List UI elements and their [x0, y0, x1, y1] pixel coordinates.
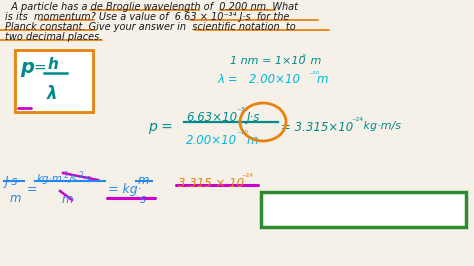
Text: ⁻³⁴: ⁻³⁴: [236, 107, 248, 116]
Text: ⁻²⁴: ⁻²⁴: [351, 117, 363, 126]
Text: = kg·: = kg·: [108, 183, 142, 196]
Text: Planck constant. Give your answer in  scientific notation  to: Planck constant. Give your answer in sci…: [5, 22, 296, 32]
Text: ⁻¹⁰: ⁻¹⁰: [308, 70, 319, 79]
Text: p: p: [20, 58, 34, 77]
Text: ⁻¹⁰: ⁻¹⁰: [236, 130, 248, 139]
Text: 3.32×10: 3.32×10: [270, 200, 342, 215]
Text: = 3.315×10: = 3.315×10: [281, 121, 353, 134]
Text: is its  momentum? Use a value of  6.63 × 10⁻³⁴ J·s  for the: is its momentum? Use a value of 6.63 × 1…: [5, 12, 289, 22]
Text: m: m: [10, 192, 21, 205]
Text: m: m: [138, 174, 149, 187]
Text: ⁻²⁴: ⁻²⁴: [241, 173, 253, 182]
Text: m: m: [317, 73, 328, 86]
Bar: [261, 192, 466, 227]
Text: =: =: [33, 60, 46, 75]
Text: p =: p =: [148, 120, 173, 134]
Text: 1 nm = 1×10: 1 nm = 1×10: [230, 56, 306, 66]
Text: 2.00×10: 2.00×10: [186, 134, 237, 147]
Text: two decimal places.: two decimal places.: [5, 32, 102, 42]
Text: A particle has a de Broglie wavelength of  0.200 nm. What: A particle has a de Broglie wavelength o…: [5, 2, 298, 12]
Text: h: h: [48, 57, 59, 72]
Text: ·s: ·s: [83, 174, 91, 184]
Text: kg·m/s: kg·m/s: [344, 200, 407, 215]
Text: =: =: [27, 183, 37, 196]
Text: kg·m/s: kg·m/s: [360, 121, 401, 131]
Text: 2: 2: [79, 171, 84, 180]
Text: λ: λ: [47, 85, 57, 103]
Text: J·s: J·s: [5, 175, 18, 188]
Text: kg·m: kg·m: [37, 174, 63, 184]
Text: m: m: [307, 56, 321, 66]
Text: ⁻⁹: ⁻⁹: [298, 53, 306, 62]
Text: m: m: [247, 134, 258, 147]
Bar: [15, 50, 93, 112]
Text: λ =   2.00×10: λ = 2.00×10: [218, 73, 301, 86]
Text: ⁻²⁴: ⁻²⁴: [333, 196, 347, 206]
Text: J·s: J·s: [247, 111, 260, 124]
Text: /s: /s: [69, 174, 78, 184]
Text: s: s: [140, 193, 146, 206]
Text: m: m: [62, 193, 73, 206]
Text: 2: 2: [64, 171, 69, 180]
Text: 3.315 × 10: 3.315 × 10: [178, 177, 244, 190]
Text: 6.63×10: 6.63×10: [186, 111, 237, 124]
